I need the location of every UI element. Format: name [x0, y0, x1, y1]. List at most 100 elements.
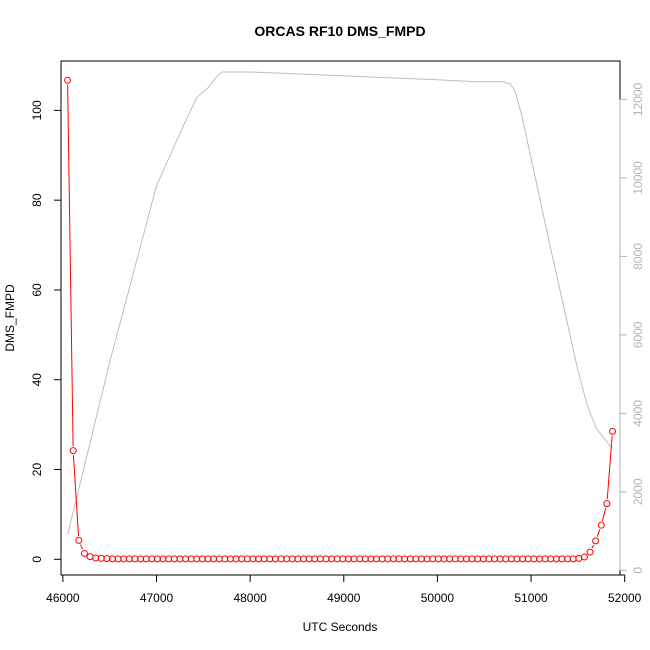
data-point [277, 555, 285, 563]
data-point [221, 555, 229, 563]
chart-title: ORCAS RF10 DMS_FMPD [254, 23, 425, 39]
data-point [311, 555, 319, 563]
data-point [142, 555, 150, 563]
y-tick-label: 60 [30, 283, 44, 297]
data-point [535, 555, 543, 563]
series-segment [72, 455, 80, 536]
x-tick-label: 51000 [514, 591, 548, 605]
data-point [502, 555, 510, 563]
data-point [333, 555, 341, 563]
y-tick-label: 0 [30, 556, 44, 563]
data-point [474, 555, 482, 563]
secondary-series [67, 71, 613, 536]
data-point [165, 555, 173, 563]
data-point [429, 555, 437, 563]
data-point [148, 555, 156, 563]
right-axis: 0 2000 4000 6000 8000 10000 12000 [619, 82, 645, 574]
data-point [243, 555, 251, 563]
data-point [389, 555, 397, 563]
data-point [210, 555, 218, 563]
series-segment [596, 529, 601, 537]
data-point [530, 555, 538, 563]
data-point [344, 555, 352, 563]
data-point [300, 555, 308, 563]
y-tick-label: 40 [30, 373, 44, 387]
data-point [384, 555, 392, 563]
data-point [491, 555, 499, 563]
data-point [92, 554, 100, 562]
y-tick-label: 80 [30, 193, 44, 207]
data-point [524, 555, 532, 563]
data-point [586, 548, 594, 556]
series-segment [606, 435, 613, 500]
data-point [417, 555, 425, 563]
data-point [170, 555, 178, 563]
series-segment [80, 544, 84, 550]
right-tick-label: 6000 [631, 321, 645, 348]
secondary-series-line [67, 71, 613, 536]
data-point [446, 555, 454, 563]
data-point [558, 555, 566, 563]
data-point [339, 555, 347, 563]
data-point [423, 555, 431, 563]
data-point [294, 555, 302, 563]
y-axis-label: DMS_FMPD [3, 284, 17, 352]
data-point [401, 555, 409, 563]
data-point [485, 555, 493, 563]
data-point [569, 555, 577, 563]
data-point [288, 555, 296, 563]
data-point [238, 555, 246, 563]
data-point [451, 555, 459, 563]
data-point [69, 447, 77, 455]
data-point [114, 555, 122, 563]
series-segment [591, 544, 595, 549]
data-point [507, 555, 515, 563]
data-point [434, 555, 442, 563]
data-point [108, 555, 116, 563]
data-point [406, 555, 414, 563]
y-tick-label: 100 [30, 100, 44, 120]
data-point [513, 555, 521, 563]
data-point [575, 554, 583, 562]
data-point [137, 555, 145, 563]
data-point [541, 555, 549, 563]
right-tick-label: 4000 [631, 400, 645, 427]
data-point [120, 555, 128, 563]
data-point [328, 555, 336, 563]
x-tick-label: 50000 [421, 591, 455, 605]
data-point [182, 555, 190, 563]
x-axis: 46000 47000 48000 49000 50000 51000 52000 [46, 574, 642, 605]
data-point [361, 555, 369, 563]
data-point [395, 555, 403, 563]
x-tick-label: 46000 [46, 591, 80, 605]
data-point [86, 553, 94, 561]
data-point [367, 555, 375, 563]
data-point [159, 555, 167, 563]
data-point [103, 555, 111, 563]
data-point [592, 537, 600, 545]
x-tick-label: 48000 [233, 591, 267, 605]
data-point [462, 555, 470, 563]
data-point [305, 555, 313, 563]
data-point [97, 554, 105, 562]
data-point [609, 427, 617, 435]
data-point [350, 555, 358, 563]
data-point [80, 549, 88, 557]
right-tick-label: 2000 [631, 478, 645, 505]
data-point [552, 555, 560, 563]
data-point [260, 555, 268, 563]
primary-series [64, 76, 617, 563]
data-point [603, 500, 611, 508]
data-point [378, 555, 386, 563]
x-axis-label: UTC Seconds [303, 620, 378, 634]
series-segment [67, 84, 74, 447]
data-point [249, 555, 257, 563]
data-point [226, 555, 234, 563]
data-point [564, 555, 572, 563]
data-point [255, 555, 263, 563]
data-point [153, 555, 161, 563]
data-point [232, 555, 240, 563]
y-axis: 0 20 40 60 80 100 [30, 100, 62, 563]
right-tick-label: 0 [631, 567, 645, 574]
